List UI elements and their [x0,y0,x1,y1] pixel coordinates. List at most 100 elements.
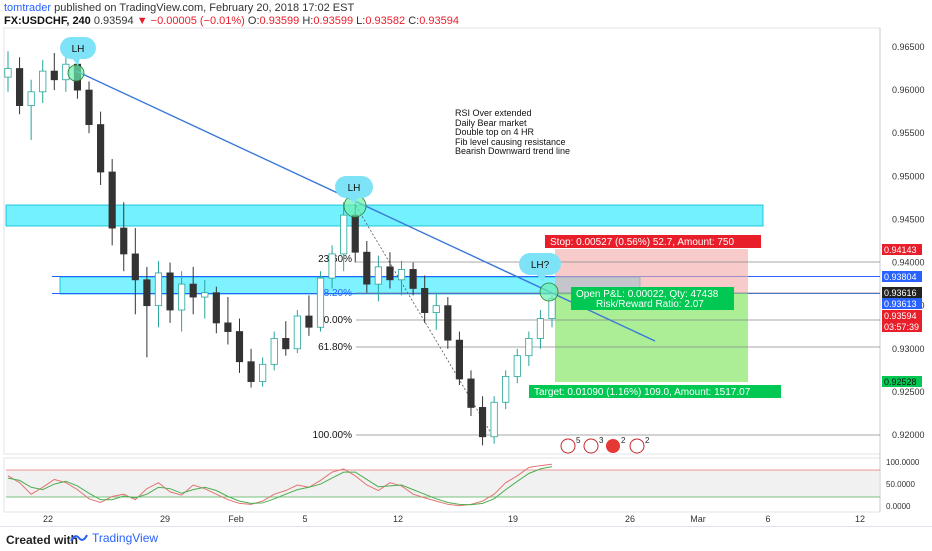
note-line: RSI Over extended [455,108,532,118]
bubble-lh-3[interactable]: LH? [519,253,561,282]
price-tick: 0.96000 [892,85,925,95]
lh-marker-1 [67,64,85,82]
candle-body [455,339,463,380]
last-price: 0.93594 [93,15,134,27]
candle-body [536,318,545,339]
price-tag-target-text: 0.92528 [884,377,917,387]
time-tick: 12 [855,514,865,524]
candle-body [97,124,105,173]
candle-body [421,288,429,313]
price-tick: 0.93000 [892,344,925,354]
note-line: Bearish Downward trend line [455,146,571,157]
fib-label-618: 61.80% [318,342,352,353]
low-label: L: [356,15,366,27]
stoch-tick-100: 100.0000 [886,458,920,467]
publish-line: tomtrader published on TradingView.com, … [4,2,459,15]
swiss-flag-icon[interactable] [606,439,620,453]
candle-body [525,338,533,357]
time-tick: 22 [43,514,53,524]
candle-body [490,401,498,438]
tradingview-brand[interactable]: TradingView [70,531,158,545]
candle-body [224,322,232,332]
price-tag-level-text: 0.93804 [884,272,917,282]
candle-body [432,305,440,313]
us-flag-icon[interactable] [560,438,576,454]
chart-header: tomtrader published on TradingView.com, … [4,2,459,28]
badge-count-4: 2 [645,436,650,445]
analysis-notes: RSI Over extended Daily Bear market Doub… [455,108,571,157]
badge-count-1: 5 [576,436,581,445]
time-tick: 6 [765,514,770,524]
stoch-k-line [7,463,553,507]
price-tag-stop [882,244,922,255]
footer-bar: Created with TradingView [0,526,932,551]
chart-canvas[interactable]: 23.60% 38.20% 50.00% 61.80% 100.00% LH L… [0,0,932,526]
candle-body [293,315,301,350]
candle-body [108,171,116,229]
candle-body [374,266,382,285]
author-link[interactable]: tomtrader [4,2,52,14]
candle-body [212,292,220,324]
down-arrow-icon: ▼ [136,15,148,27]
created-with-label: Created with [6,533,79,547]
candle-body [513,355,521,377]
stoch-band [6,470,880,497]
candle-body [85,89,93,125]
lh-marker-3 [539,282,559,302]
candle-body [502,375,510,403]
symbol-label[interactable]: FX:USDCHF, 240 [4,15,91,27]
note-line: Double top on 4 HR [455,127,535,138]
stop-tag[interactable]: Stop: 0.00527 (0.56%) 52.7, Amount: 750 [545,235,761,248]
ohlc-line: FX:USDCHF, 240 0.93594 ▼ −0.00005 (−0.01… [4,15,459,28]
stop-zone [555,249,748,293]
rr-tag-text: Risk/Reward Ratio: 2.07 [596,299,704,310]
candle-body [27,91,35,107]
candle-body [340,214,348,255]
time-tick: 12 [393,514,403,524]
candle-body [351,214,359,253]
price-tag-entry [882,298,922,309]
stoch-tick-0: 0.0000 [886,502,911,511]
us-flag-icon[interactable] [629,438,645,454]
candle-body [386,266,394,281]
price-tag-current-text: 0.93616 [884,288,917,298]
time-axis[interactable]: 22 29 Feb 5 12 19 26 Mar 6 12 [43,514,865,524]
candle-body [316,277,325,328]
open-label: O: [247,15,260,27]
pnl-tag-text: Open P&L: 0.00022, Qty: 47438 [576,289,719,300]
price-tick: 0.95500 [892,128,925,138]
tradingview-brand-text: TradingView [92,531,159,545]
price-tag-last [882,310,922,321]
candle-body [478,407,487,438]
bubble-lh-3-text: LH? [531,260,550,271]
badge-count-3: 2 [621,436,626,445]
candle-body [270,338,278,365]
candle-body [305,315,313,328]
pnl-tag[interactable]: Open P&L: 0.00022, Qty: 47438 Risk/Rewar… [571,287,734,310]
candle-body [178,283,186,311]
candle-body [189,283,197,298]
candle-body [154,272,163,307]
event-badges[interactable]: 5 3 2 2 [560,436,650,454]
time-tick: 26 [625,514,635,524]
candle-body [4,68,12,78]
badge-count-2: 3 [599,436,604,445]
candle-body [131,253,139,281]
target-tag[interactable]: Target: 0.01090 (1.16%) 109.0, Amount: 1… [529,385,781,398]
time-tick: 5 [302,514,307,524]
price-tick: 0.96500 [892,42,925,52]
bubble-lh-1[interactable]: LH [60,37,96,66]
stoch-axis: 100.0000 50.0000 0.0000 [886,458,920,511]
publish-info: published on TradingView.com, February 2… [51,2,355,14]
price-tag-entry-text: 0.93613 [884,299,917,309]
candle-body [282,338,290,350]
high-value: 0.93599 [313,15,354,27]
us-flag-icon[interactable] [583,438,599,454]
countdown-tag-text: 03:57:39 [884,322,919,332]
candle-body [143,279,151,307]
time-tick: 19 [508,514,518,524]
time-tick: 29 [160,514,170,524]
stoch-d-line [7,466,553,506]
bubble-lh-2[interactable]: LH [335,176,373,204]
time-tick: Mar [690,514,706,524]
